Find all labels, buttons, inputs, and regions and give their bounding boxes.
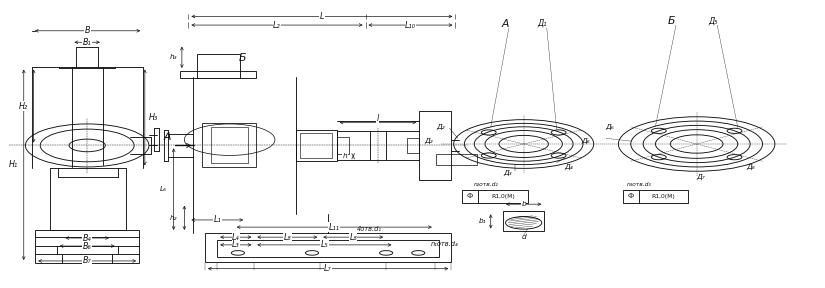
Text: h₃: h₃ [170,54,177,60]
Text: L₂: L₂ [273,20,280,30]
Text: 4отв.d₁: 4отв.d₁ [357,226,382,232]
Text: Б: Б [238,53,246,63]
Text: Д₇: Д₇ [696,174,705,180]
Text: Д₆: Д₆ [606,124,615,130]
Bar [295,130,337,161]
Text: Н₃: Н₃ [149,113,158,122]
Text: В₄: В₄ [82,234,92,242]
Text: L₇: L₇ [324,264,332,273]
Bar [503,211,544,232]
Text: Д₅: Д₅ [709,16,718,25]
Bar [205,233,451,262]
Text: d: d [521,234,526,240]
Text: Д₃: Д₃ [503,170,512,176]
Text: n₂отв.d₂: n₂отв.d₂ [474,182,499,187]
Text: Б: Б [668,16,676,26]
Text: L₁₁: L₁₁ [328,223,340,232]
Bar [210,127,248,163]
Bar [217,240,439,257]
Bar [196,54,239,78]
Bar [407,138,419,153]
Text: В: В [85,26,90,35]
Text: L₃: L₃ [232,240,240,249]
Text: n₃отв.d₃: n₃отв.d₃ [627,182,652,187]
Text: Д₂: Д₂ [424,138,433,144]
Text: Д₈: Д₈ [746,164,755,170]
Text: В₇: В₇ [82,256,92,266]
Text: Ф: Ф [467,193,474,199]
Bar [202,122,256,167]
Text: Д₁: Д₁ [537,19,546,28]
Text: R1,0(M): R1,0(M) [491,194,515,199]
Bar [462,190,528,203]
Text: А: А [502,19,509,29]
Bar [300,132,332,158]
Text: Д₆: Д₆ [581,138,590,144]
Text: Д₄: Д₄ [564,164,573,170]
Text: L₈: L₈ [349,233,357,242]
Text: b: b [521,201,526,207]
Text: В₁: В₁ [82,38,92,47]
Text: n₁отв.d₄: n₁отв.d₄ [431,241,458,247]
Text: А: А [163,132,171,142]
Text: L₁: L₁ [214,215,221,224]
Text: L₄: L₄ [232,233,240,242]
Text: В₆: В₆ [82,242,92,251]
Text: L₅: L₅ [320,240,328,249]
Text: h: h [342,153,347,159]
Text: R1,0(M): R1,0(M) [652,194,676,199]
Text: L₈: L₈ [284,233,291,242]
Bar [436,154,477,166]
Bar [337,137,349,154]
Bar [623,190,688,203]
Text: h₂: h₂ [170,215,177,221]
Text: Н₁: Н₁ [9,160,18,169]
Text: Н₂: Н₂ [19,102,28,111]
Bar [419,111,451,180]
Bar [35,230,139,263]
Text: b₁: b₁ [478,218,486,224]
Text: Ф: Ф [628,193,634,199]
Text: l: l [377,114,379,123]
Text: L₁₀: L₁₀ [405,20,416,30]
Bar [180,71,256,78]
Text: Д₂: Д₂ [436,124,446,130]
Text: L₆: L₆ [160,186,167,192]
Text: L: L [319,12,324,21]
